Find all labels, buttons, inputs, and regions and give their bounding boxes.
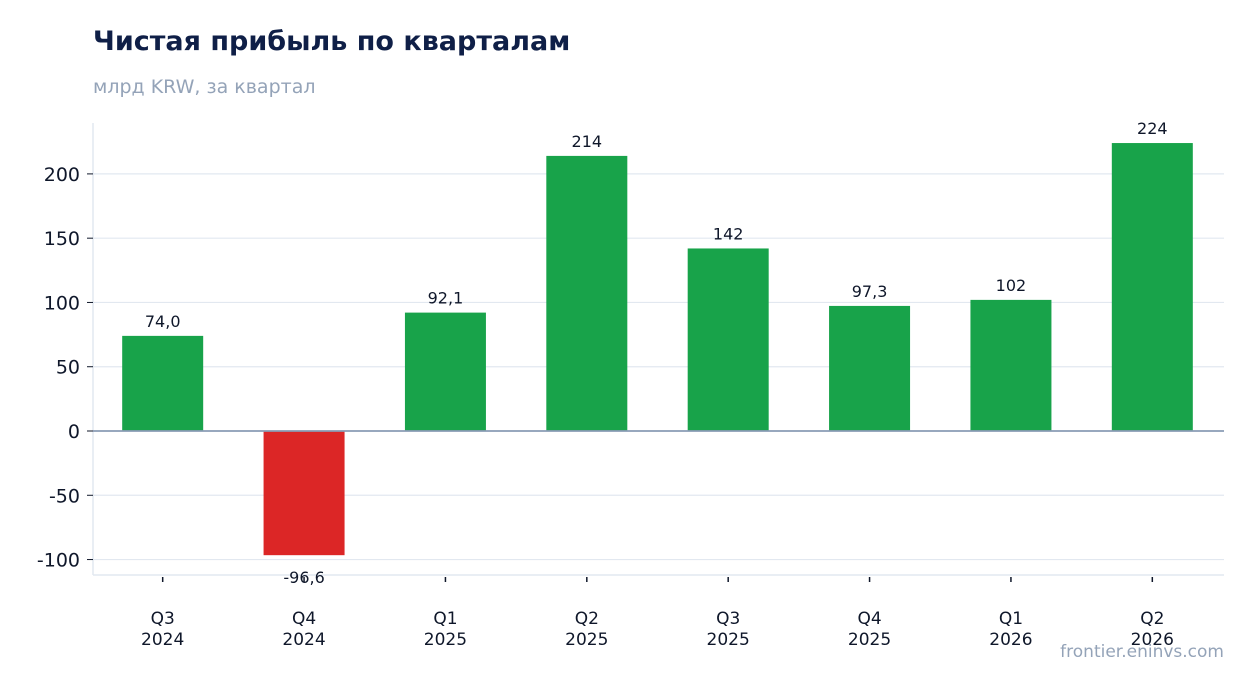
y-tick-label: 50 xyxy=(56,357,80,379)
chart-title: Чистая прибыль по кварталам xyxy=(93,26,571,57)
bar-value-label: 92,1 xyxy=(428,289,464,308)
bar xyxy=(687,248,769,431)
x-tick-label-quarter: Q1 xyxy=(433,609,457,629)
y-tick-label: 0 xyxy=(68,421,80,443)
y-tick-label: -50 xyxy=(49,485,80,507)
bar xyxy=(404,312,486,431)
bar xyxy=(1111,143,1193,431)
x-tick-label-quarter: Q2 xyxy=(575,609,599,629)
x-tick-label-quarter: Q2 xyxy=(1140,609,1164,629)
x-tick-label-year: 2026 xyxy=(1131,630,1174,650)
bar-value-label: 102 xyxy=(996,276,1027,295)
x-tick-label-year: 2025 xyxy=(424,630,467,650)
x-tick-label-quarter: Q1 xyxy=(999,609,1023,629)
bar xyxy=(970,299,1052,431)
x-tick-label-quarter: Q3 xyxy=(151,609,175,629)
bar xyxy=(829,305,911,431)
y-tick-label: 150 xyxy=(44,228,80,250)
bar-value-label: 74,0 xyxy=(145,312,181,331)
x-tick-label-year: 2025 xyxy=(707,630,750,650)
y-tick-label: 100 xyxy=(44,292,80,314)
bar xyxy=(546,155,628,431)
source-watermark: frontier.eninvs.com xyxy=(1060,642,1224,662)
bar-value-label: 224 xyxy=(1137,119,1168,138)
bar-value-label: 214 xyxy=(572,132,603,151)
chart-subtitle: млрд KRW, за квартал xyxy=(93,76,316,98)
x-tick-label-quarter: Q3 xyxy=(716,609,740,629)
x-tick-label-year: 2024 xyxy=(141,630,184,650)
x-tick-label-quarter: Q4 xyxy=(292,609,316,629)
y-tick-label: -100 xyxy=(37,550,80,572)
x-tick-label-year: 2024 xyxy=(282,630,325,650)
bar xyxy=(263,431,345,556)
bar xyxy=(122,335,204,431)
x-tick-label-year: 2025 xyxy=(848,630,891,650)
bar-value-label: 142 xyxy=(713,224,744,243)
x-tick-label-quarter: Q4 xyxy=(857,609,881,629)
x-tick-label-year: 2026 xyxy=(989,630,1032,650)
y-tick-label: 200 xyxy=(44,164,80,186)
bar-value-label: 97,3 xyxy=(852,282,888,301)
x-tick-label-year: 2025 xyxy=(565,630,608,650)
